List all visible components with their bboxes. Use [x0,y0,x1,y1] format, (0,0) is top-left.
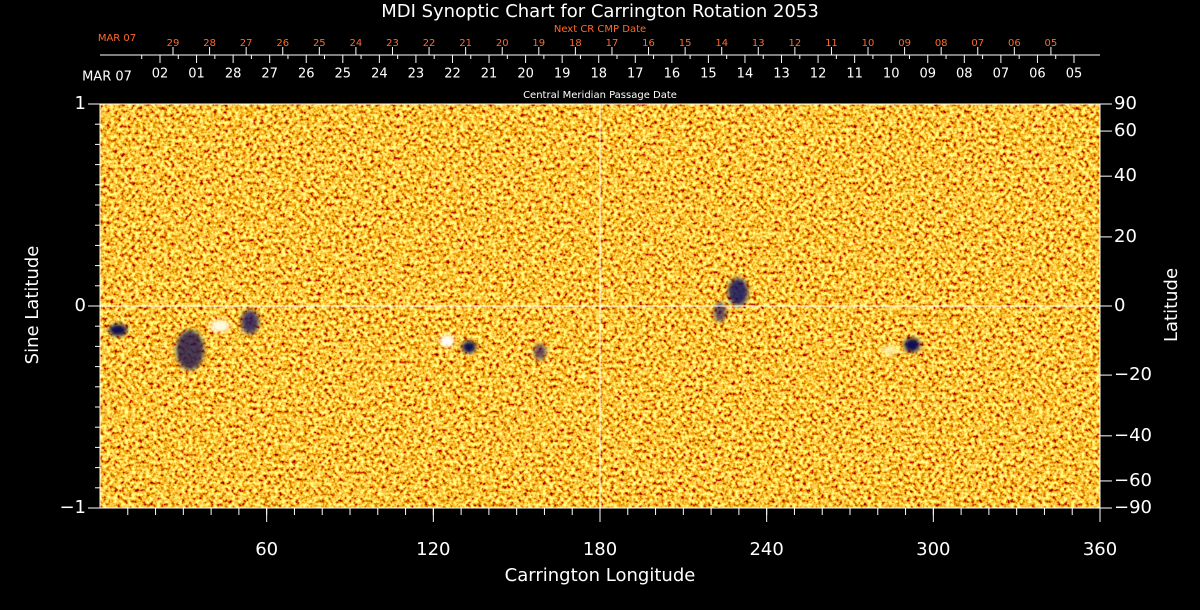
date-label: 02 [152,67,169,82]
next-date-label: 17 [606,38,619,49]
next-date-label: 18 [569,38,582,49]
next-date-label: 15 [679,38,692,49]
date-label: 19 [554,67,571,82]
chart-title: MDI Synoptic Chart for Carrington Rotati… [381,1,819,22]
date-label: 09 [919,67,936,82]
date-label: 07 [993,67,1010,82]
date-label: 18 [590,67,607,82]
next-date-axis-label: Next CR CMP Date [554,24,646,35]
y2-tick-label: 20 [1114,226,1137,247]
y2-tick-label: −60 [1114,470,1152,491]
next-date-label: 16 [642,38,655,49]
x-tick-label: 120 [416,539,450,560]
y2-tick-label: 90 [1114,93,1137,114]
next-date-label: 07 [971,38,984,49]
next-date-start-label: MAR 07 [98,33,136,44]
date-label: 17 [627,67,644,82]
date-label: 05 [1066,67,1083,82]
date-label: 21 [481,67,498,82]
next-date-label: 24 [350,38,363,49]
y2-tick-label: −20 [1114,364,1152,385]
y-tick-label: −1 [59,497,86,518]
next-date-label: 27 [240,38,253,49]
next-date-label: 20 [496,38,509,49]
next-date-label: 29 [167,38,180,49]
next-date-label: 21 [459,38,472,49]
x-axis-label: Carrington Longitude [505,565,696,586]
next-date-label: 26 [276,38,289,49]
date-label: 24 [371,67,388,82]
date-label: 15 [700,67,717,82]
date-label: 27 [261,67,278,82]
date-label: 11 [846,67,863,82]
date-label: 23 [408,67,425,82]
y2-tick-label: 60 [1114,120,1137,141]
date-label: 20 [517,67,534,82]
y-tick-label: 1 [75,93,86,114]
next-date-label: 22 [423,38,436,49]
date-label: 12 [810,67,827,82]
y2-axis-label: Latitude [1161,268,1182,342]
date-label: 13 [773,67,790,82]
y-tick-label: 0 [75,295,86,316]
next-date-label: 06 [1008,38,1021,49]
next-date-label: 28 [203,38,216,49]
next-date-label: 23 [386,38,399,49]
x-tick-label: 300 [916,539,950,560]
next-date-label: 08 [935,38,948,49]
next-date-label: 25 [313,38,326,49]
date-label: 16 [664,67,681,82]
y2-tick-label: −90 [1114,497,1152,518]
date-label: 08 [956,67,973,82]
active-regions [109,278,920,370]
next-date-label: 11 [825,38,838,49]
next-date-label: 13 [752,38,765,49]
date-axis-label: Central Meridian Passage Date [523,90,677,101]
next-date-label: 05 [1045,38,1058,49]
y2-tick-label: 40 [1114,165,1137,186]
next-date-label: 12 [788,38,801,49]
date-label: 01 [188,67,205,82]
y2-tick-label: −40 [1114,425,1152,446]
next-date-label: 10 [862,38,875,49]
date-label: 14 [737,67,754,82]
next-date-label: 09 [898,38,911,49]
date-label: 28 [225,67,242,82]
date-label: 25 [335,67,352,82]
date-label: 22 [444,67,461,82]
date-label: 26 [298,67,315,82]
x-tick-label: 360 [1083,539,1117,560]
y-axis-label: Sine Latitude [22,246,43,365]
date-label: 06 [1029,67,1046,82]
y2-tick-label: 0 [1114,295,1125,316]
x-tick-label: 180 [583,539,617,560]
x-tick-label: 240 [749,539,783,560]
next-date-label: 14 [715,38,728,49]
x-tick-label: 60 [255,539,278,560]
date-label: 10 [883,67,900,82]
date-start-label: MAR 07 [82,70,132,85]
next-date-label: 19 [532,38,545,49]
